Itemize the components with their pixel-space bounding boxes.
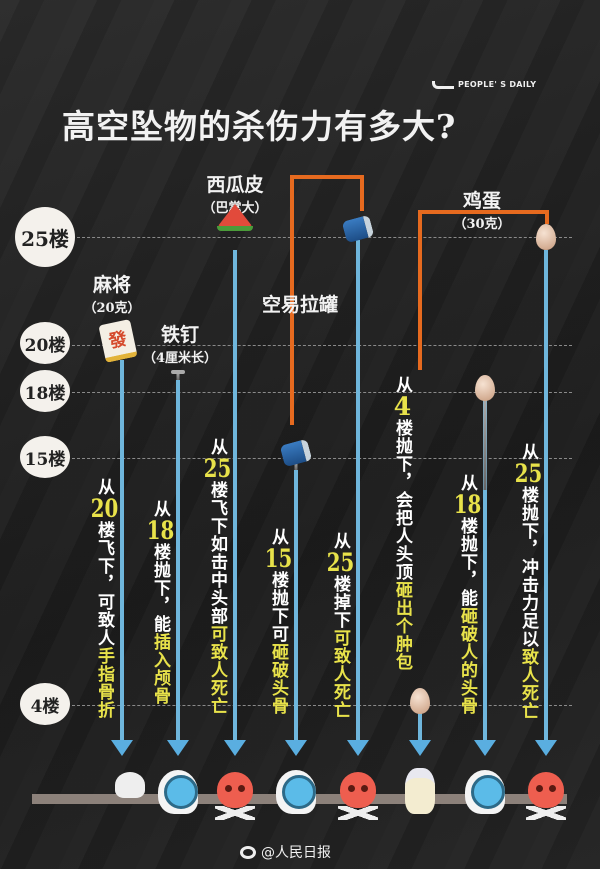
impact-description: 从25楼飞下如击中头部可致人死亡	[202, 438, 232, 715]
fall-line	[120, 360, 124, 742]
arrow-down-icon	[167, 740, 189, 756]
watermelon-label: 西瓜皮 （巴掌大）	[202, 174, 268, 216]
fall-line	[418, 710, 422, 742]
impact-pre: 从	[94, 478, 114, 496]
impact-num: 4	[393, 394, 412, 419]
can-bracket-left	[290, 175, 294, 425]
impact-description: 从15楼抛下可砸破头骨	[263, 528, 293, 715]
brand-logo: PEOPLE' S DAILY	[432, 80, 536, 89]
arrow-down-icon	[347, 740, 369, 756]
impact-num: 25	[514, 461, 543, 486]
floor-line-15	[72, 458, 572, 459]
fall-trail	[483, 400, 487, 490]
impact-mid: 楼抛下，能	[457, 517, 477, 607]
impact-mid: 楼抛下，冲击力足以	[518, 486, 538, 648]
arrow-down-icon	[224, 740, 246, 756]
nail-icon	[171, 370, 185, 374]
fall-line	[544, 250, 548, 742]
weibo-source: @人民日报	[240, 842, 331, 862]
impact-mid: 楼抛下可	[268, 571, 288, 643]
egg-icon-25	[536, 224, 556, 250]
impact-pre: 从	[207, 438, 227, 456]
page-title: 高空坠物的杀伤力有多大?	[62, 107, 457, 146]
floor-line-18	[72, 392, 572, 393]
fall-trail	[176, 372, 180, 380]
people-daily-logo-icon	[432, 80, 454, 89]
impact-mid: 楼飞下，可致人	[94, 521, 114, 647]
impact-description: 从4楼抛下，会把人头顶砸出个肿包	[387, 376, 417, 671]
fall-line	[233, 250, 237, 742]
impact-num: 20	[90, 496, 119, 521]
floor-badge-20: 20楼	[20, 322, 70, 364]
floor-line-4	[72, 705, 572, 706]
impact-mid: 楼抛下，能	[150, 543, 170, 633]
floor-badge-25: 25楼	[15, 207, 75, 267]
impact-description: 从20楼飞下，可致人手指骨折	[89, 478, 119, 719]
impact-mid: 楼掉下	[330, 575, 350, 629]
mahjong-label: 麻将 （20克）	[83, 274, 141, 316]
can-icon-25	[341, 214, 375, 244]
fall-trail	[294, 462, 298, 470]
arrow-down-icon	[474, 740, 496, 756]
can-label: 空易拉罐	[261, 294, 339, 316]
egg-icon-18	[475, 375, 495, 401]
floor-line-25	[72, 237, 572, 238]
impact-num: 15	[264, 546, 293, 571]
impact-pre: 从	[457, 474, 477, 492]
impact-num: 18	[146, 518, 175, 543]
impact-mid: 楼飞下如击中头部	[207, 481, 227, 625]
impact-pre: 从	[268, 528, 288, 546]
fall-line	[356, 240, 360, 742]
impact-result: 砸出个肿包	[392, 581, 412, 671]
egg-icon-4	[410, 688, 430, 714]
watermelon-icon	[218, 204, 252, 226]
egg-bracket-top	[418, 210, 549, 214]
fall-line	[294, 470, 298, 742]
floor-badge-4: 4楼	[20, 683, 70, 725]
impact-description: 从18楼抛下，能砸破人的头骨	[452, 474, 482, 715]
fall-line	[483, 400, 487, 742]
nail-label: 铁钉 （4厘米长）	[142, 324, 218, 366]
floor-badge-15: 15楼	[20, 436, 70, 478]
floor-badge-18: 18楼	[20, 370, 70, 412]
impact-result: 可致人死亡	[207, 625, 227, 715]
impact-pre: 从	[392, 376, 412, 394]
egg-bracket-left	[418, 210, 422, 370]
impact-result: 砸破头骨	[268, 643, 288, 715]
impact-mid: 楼抛下，会把人头顶	[392, 419, 412, 581]
arrow-down-icon	[409, 740, 431, 756]
impact-description: 从18楼抛下，能插入颅骨	[145, 500, 175, 705]
watermelon-rind	[217, 226, 253, 231]
brand-name: PEOPLE' S DAILY	[458, 80, 537, 89]
impact-result: 插入颅骨	[150, 633, 170, 705]
impact-result: 手指骨折	[94, 647, 114, 719]
impact-result: 致人死亡	[518, 648, 538, 720]
impact-result: 砸破人的头骨	[457, 607, 477, 715]
egg-bracket-right	[545, 210, 549, 224]
mahjong-tile-icon: 發	[98, 319, 138, 363]
can-icon-15	[279, 438, 313, 468]
source-handle: @人民日报	[261, 845, 331, 861]
arrow-down-icon	[535, 740, 557, 756]
impact-num: 25	[326, 550, 355, 575]
floor-line-20	[72, 345, 572, 346]
arrow-down-icon	[111, 740, 133, 756]
impact-num: 25	[203, 456, 232, 481]
weibo-icon	[240, 845, 256, 859]
can-bracket-top	[290, 175, 364, 179]
arrow-down-icon	[285, 740, 307, 756]
impact-pre: 从	[150, 500, 170, 518]
impact-num: 18	[453, 492, 482, 517]
impact-pre: 从	[330, 532, 350, 550]
fall-line	[176, 380, 180, 742]
impact-pre: 从	[518, 443, 538, 461]
impact-description: 从25楼掉下可致人死亡	[325, 532, 355, 719]
impact-result: 可致人死亡	[330, 629, 350, 719]
egg-label: 鸡蛋 （30克）	[453, 190, 511, 232]
impact-description: 从25楼抛下，冲击力足以致人死亡	[513, 443, 543, 720]
can-bracket-right	[360, 175, 364, 211]
